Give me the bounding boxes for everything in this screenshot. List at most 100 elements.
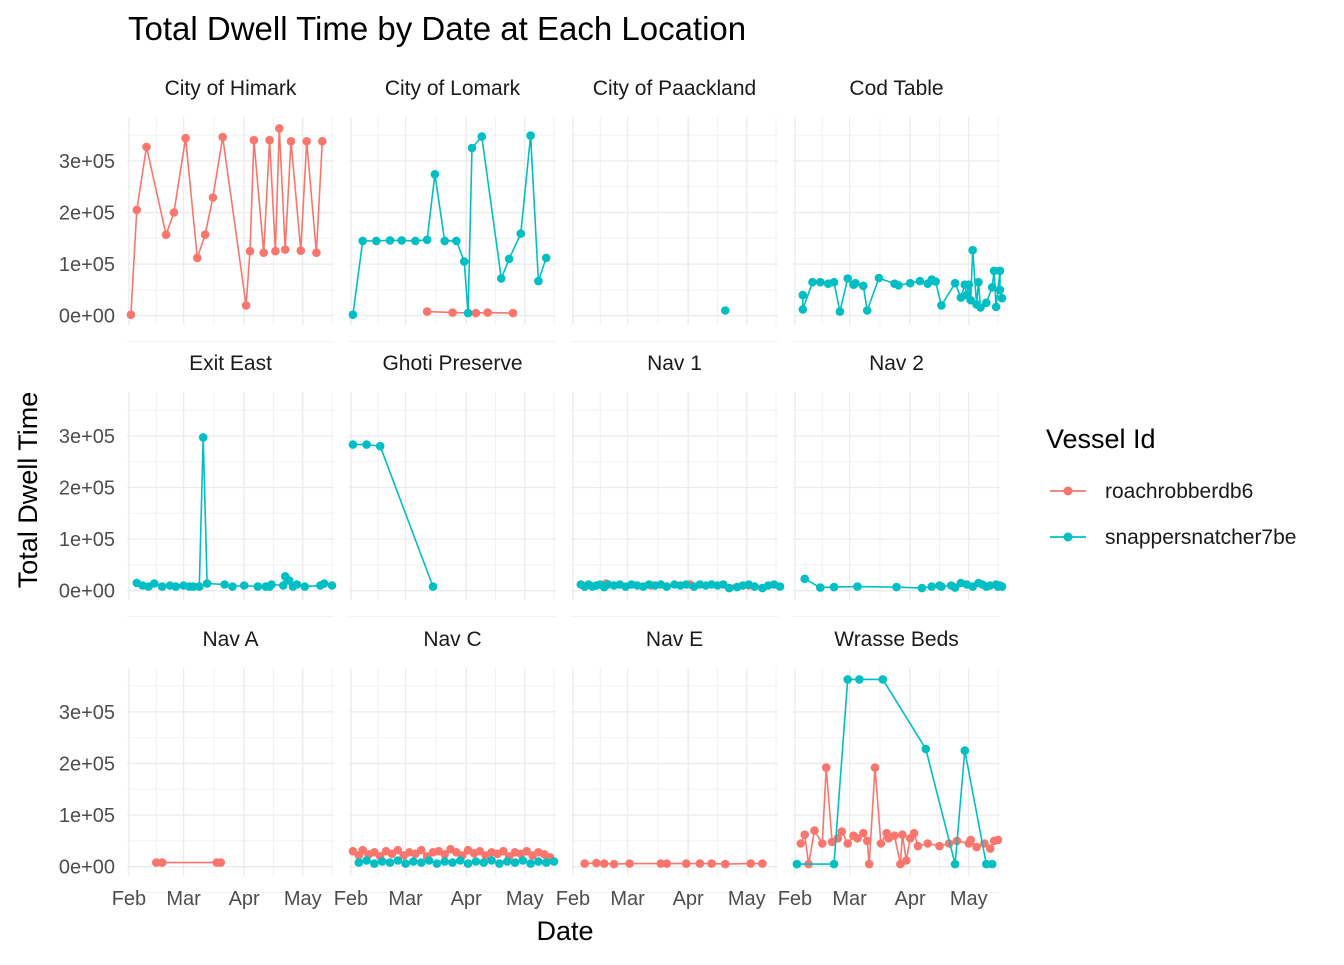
data-point-roachrobberdb6: [853, 834, 862, 843]
data-point-snappersnatcher7be: [375, 441, 385, 451]
data-point-snappersnatcher7be: [989, 266, 999, 276]
data-point-snappersnatcher7be: [452, 236, 461, 246]
x-tick-label: Feb: [334, 888, 368, 910]
data-point-snappersnatcher7be: [385, 858, 395, 867]
data-point-roachrobberdb6: [599, 859, 609, 868]
facet-panel-cod-table: Cod Table: [793, 77, 1007, 343]
facet-panel-wrasse-beds: Wrasse Beds Feb Mar Apr May: [778, 628, 1003, 910]
data-point-roachrobberdb6: [625, 859, 634, 868]
data-point-snappersnatcher7be: [724, 583, 734, 593]
data-point-snappersnatcher7be: [662, 582, 671, 591]
data-point-snappersnatcher7be: [974, 277, 983, 287]
data-point-snappersnatcher7be: [892, 582, 901, 592]
data-point-snappersnatcher7be: [430, 170, 440, 179]
data-point-snappersnatcher7be: [921, 744, 931, 754]
data-point-roachrobberdb6: [161, 230, 171, 239]
data-point-snappersnatcher7be: [541, 253, 551, 263]
x-tick-label: Mar: [388, 888, 423, 910]
data-point-roachrobberdb6: [818, 839, 827, 848]
data-point-roachrobberdb6: [707, 859, 716, 868]
data-point-snappersnatcher7be: [497, 274, 506, 283]
y-tick-label: 0e+00: [59, 306, 115, 328]
data-point-roachrobberdb6: [746, 859, 755, 868]
data-point-snappersnatcher7be: [526, 131, 535, 140]
data-point-snappersnatcher7be: [798, 290, 808, 300]
data-point-roachrobberdb6: [508, 308, 518, 318]
data-point-snappersnatcher7be: [549, 857, 559, 866]
data-point-snappersnatcher7be: [432, 859, 442, 868]
data-point-snappersnatcher7be: [372, 236, 381, 246]
data-point-roachrobberdb6: [169, 208, 179, 217]
data-point-snappersnatcher7be: [440, 857, 450, 866]
data-point-snappersnatcher7be: [843, 274, 852, 283]
x-tick-label: May: [506, 888, 544, 910]
data-point-snappersnatcher7be: [150, 579, 159, 588]
y-tick-label: 2e+05: [59, 477, 115, 499]
data-point-snappersnatcher7be: [534, 276, 543, 286]
x-tick-label: Apr: [673, 888, 704, 910]
data-point-snappersnatcher7be: [284, 576, 294, 585]
data-point-snappersnatcher7be: [995, 285, 1005, 295]
data-point-snappersnatcher7be: [319, 579, 329, 588]
facet-title: Nav C: [423, 628, 481, 651]
data-point-roachrobberdb6: [870, 763, 880, 772]
data-point-roachrobberdb6: [993, 835, 1003, 845]
x-tick-label: May: [284, 888, 322, 910]
data-point-snappersnatcher7be: [541, 858, 551, 867]
data-point-snappersnatcher7be: [976, 303, 985, 312]
facet-title: Cod Table: [849, 77, 943, 100]
data-point-roachrobberdb6: [448, 308, 457, 317]
data-point-snappersnatcher7be: [798, 305, 808, 314]
data-point-roachrobberdb6: [966, 835, 975, 845]
data-point-snappersnatcher7be: [239, 581, 249, 590]
data-point-roachrobberdb6: [393, 845, 403, 855]
data-point-snappersnatcher7be: [189, 582, 198, 591]
data-point-snappersnatcher7be: [456, 856, 465, 865]
data-point-snappersnatcher7be: [829, 277, 839, 287]
data-point-snappersnatcher7be: [467, 143, 477, 153]
legend-item-label: roachrobberdb6: [1105, 480, 1253, 503]
data-point-snappersnatcher7be: [982, 298, 991, 308]
data-point-snappersnatcher7be: [198, 433, 208, 442]
data-point-roachrobberdb6: [422, 307, 432, 316]
data-point-roachrobberdb6: [483, 308, 493, 317]
x-tick-label: Mar: [610, 888, 645, 910]
data-point-roachrobberdb6: [193, 253, 202, 263]
data-point-snappersnatcher7be: [393, 856, 403, 865]
data-point-snappersnatcher7be: [459, 257, 469, 266]
facet-title: City of Lomark: [385, 77, 521, 100]
y-tick-label: 1e+05: [59, 805, 115, 827]
data-point-roachrobberdb6: [245, 246, 255, 256]
data-point-snappersnatcher7be: [721, 306, 730, 315]
data-point-snappersnatcher7be: [816, 277, 825, 287]
data-point-snappersnatcher7be: [504, 254, 514, 264]
data-point-snappersnatcher7be: [874, 273, 884, 283]
data-point-snappersnatcher7be: [477, 132, 487, 141]
legend-item-label: snappersnatcher7be: [1105, 526, 1296, 549]
data-point-roachrobberdb6: [302, 137, 312, 146]
data-point-roachrobberdb6: [859, 828, 868, 838]
data-point-snappersnatcher7be: [428, 582, 438, 591]
data-point-roachrobberdb6: [218, 132, 227, 142]
data-point-snappersnatcher7be: [411, 236, 420, 246]
data-point-roachrobberdb6: [821, 763, 831, 772]
data-point-roachrobberdb6: [681, 859, 691, 868]
data-point-roachrobberdb6: [157, 858, 167, 867]
data-point-snappersnatcher7be: [479, 858, 489, 867]
data-point-snappersnatcher7be: [440, 236, 450, 246]
data-point-snappersnatcher7be: [862, 306, 872, 315]
data-point-snappersnatcher7be: [982, 859, 991, 869]
data-point-roachrobberdb6: [318, 137, 327, 146]
data-point-snappersnatcher7be: [401, 859, 410, 868]
data-point-snappersnatcher7be: [424, 856, 434, 865]
facet-title: Nav E: [646, 628, 703, 651]
x-tick-label: Mar: [832, 888, 867, 910]
series-line-snappersnatcher7be: [796, 678, 993, 865]
data-point-snappersnatcher7be: [937, 301, 946, 310]
data-point-roachrobberdb6: [200, 230, 210, 239]
legend-key-point-roachrobberdb6: [1063, 486, 1073, 496]
data-point-roachrobberdb6: [152, 858, 161, 867]
data-point-snappersnatcher7be: [534, 857, 543, 866]
